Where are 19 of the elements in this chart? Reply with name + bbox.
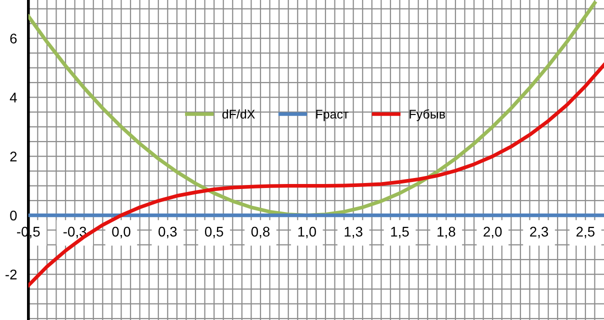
x-tick-label: 0,3 [158,226,177,238]
y-tick-label: 6 [10,34,17,44]
x-tick-label: 1,3 [344,226,362,238]
x-tick-label: 2,0 [484,226,502,238]
x-tick-label: 1,5 [391,226,409,238]
x-tick-label: 1,8 [438,226,456,238]
y-tick-label: 2 [10,152,17,162]
legend-label: Fубыв [410,109,445,122]
x-tick-label: 0,0 [112,226,130,238]
legend-label: dF/dX [222,109,255,119]
y-tick-label: 0 [10,210,17,220]
x-tick-label: 1,0 [298,226,316,238]
y-tick-label: 4 [10,92,17,102]
legend-label: Fраст [316,110,349,122]
x-tick-label: 0,8 [251,226,270,238]
x-tick-label: 0,5 [204,226,224,238]
y-tick-label: -2 [6,270,17,280]
x-tick-label: 2,3 [530,226,548,238]
x-tick-label: 2,5 [576,226,595,238]
